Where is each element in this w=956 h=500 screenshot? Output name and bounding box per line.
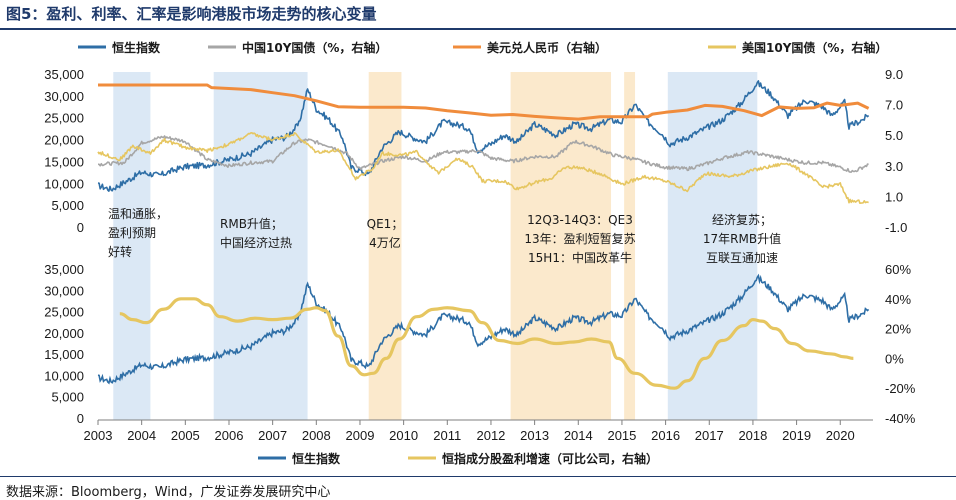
x-tick-label: 2012 bbox=[476, 428, 505, 443]
legend-label-0: 恒生指数 bbox=[292, 451, 341, 466]
x-tick-label: 2015 bbox=[607, 428, 636, 443]
series-bottom-hsi bbox=[97, 273, 870, 385]
y-left-tick-label-top: 35,000 bbox=[44, 67, 84, 82]
title-rule bbox=[0, 28, 956, 30]
x-tick-label: 2005 bbox=[171, 428, 200, 443]
legend-label-0: 恒生指数 bbox=[112, 40, 161, 55]
annotation-4-line-1: 17年RMB升值 bbox=[703, 231, 781, 246]
source-note: 数据来源：Bloomberg，Wind，广发证券发展研究中心 bbox=[6, 485, 331, 500]
shaded-period-2 bbox=[368, 72, 402, 420]
x-tick-label: 2011 bbox=[433, 428, 461, 443]
x-tick-label: 2018 bbox=[738, 428, 767, 443]
shaded-period-4 bbox=[624, 72, 636, 420]
x-tick-label: 2003 bbox=[84, 428, 113, 443]
series-top-3 bbox=[97, 132, 869, 204]
annotation-2-line-0: QE1； bbox=[367, 217, 404, 231]
y-right-tick-label-top: 1.0 bbox=[885, 189, 903, 204]
x-tick-label: 2006 bbox=[215, 428, 244, 443]
y-right-tick-label-top: 9.0 bbox=[885, 67, 903, 82]
y-right-tick-label-bottom: -20% bbox=[885, 381, 916, 396]
axes-frame bbox=[97, 419, 873, 425]
tick-labels: 2003 2004 2005 2006 2007 2008 2009 2010 2011 2012… bbox=[44, 67, 916, 443]
y-left-tick-label-top: 30,000 bbox=[44, 89, 84, 104]
y-right-tick-label-top: 5.0 bbox=[885, 128, 903, 143]
y-right-tick-label-bottom: 40% bbox=[885, 292, 911, 307]
y-right-tick-label-bottom: 20% bbox=[885, 322, 911, 337]
shaded-period-1 bbox=[213, 72, 308, 420]
series-top-2 bbox=[98, 83, 870, 121]
legend-label-1: 中国10Y国债（%，右轴） bbox=[242, 40, 387, 55]
y-left-tick-label-top: 5,000 bbox=[51, 198, 84, 213]
annotation-1-line-1: 中国经济过热 bbox=[220, 235, 292, 250]
y-left-tick-label-top: 25,000 bbox=[44, 111, 84, 126]
legend-bottom: 恒生指数 恒指成分股盈利增速（可比公司，右轴） bbox=[258, 451, 658, 466]
y-right-tick-label-bottom: 0% bbox=[885, 351, 904, 366]
y-right-tick-label-bottom: -40% bbox=[885, 411, 916, 426]
y-left-tick-label-bottom: 30,000 bbox=[44, 283, 84, 298]
legend-top: 恒生指数 中国10Y国债（%，右轴） 美元兑人民币（右轴） 美国10Y国债（%，右轴） bbox=[78, 40, 887, 55]
shaded-period-0 bbox=[113, 72, 151, 420]
legend-label-2: 美元兑人民币（右轴） bbox=[487, 40, 607, 55]
y-right-tick-label-bottom: 60% bbox=[885, 262, 911, 277]
y-left-tick-label-top: 0 bbox=[77, 220, 84, 235]
figure-title: 图5：盈利、利率、汇率是影响港股市场走势的核心变量 bbox=[6, 5, 377, 23]
annotation-0-line-2: 好转 bbox=[108, 244, 132, 259]
annotation-0-line-0: 温和通胀， bbox=[108, 207, 168, 221]
series-top-1 bbox=[98, 135, 869, 173]
x-tick-label: 2014 bbox=[564, 428, 593, 443]
y-left-tick-label-bottom: 0 bbox=[77, 411, 84, 426]
x-tick-label: 2009 bbox=[346, 428, 375, 443]
shaded-period-3 bbox=[510, 72, 612, 420]
annotation-1-line-0: RMB升值； bbox=[220, 216, 283, 231]
footer-rule bbox=[0, 476, 956, 477]
y-left-tick-label-top: 20,000 bbox=[44, 133, 84, 148]
annotation-3-line-1: 13年：盈利短暂复苏 bbox=[524, 232, 635, 246]
series-layer bbox=[97, 80, 870, 390]
y-left-tick-label-bottom: 35,000 bbox=[44, 262, 84, 277]
y-left-tick-label-bottom: 20,000 bbox=[44, 326, 84, 341]
shaded-period-5 bbox=[667, 72, 758, 420]
annotation-0-line-1: 盈利预期 bbox=[108, 226, 156, 240]
annotation-3-line-0: 12Q3-14Q3：QE3 bbox=[527, 213, 633, 227]
x-tick-label: 2019 bbox=[782, 428, 811, 443]
y-left-tick-label-bottom: 10,000 bbox=[44, 368, 84, 383]
x-tick-label: 2017 bbox=[695, 428, 724, 443]
annotation-2-line-1: 4万亿 bbox=[369, 235, 401, 250]
x-tick-label: 2007 bbox=[258, 428, 287, 443]
x-tick-label: 2008 bbox=[302, 428, 331, 443]
y-right-tick-label-top: 7.0 bbox=[885, 98, 903, 113]
x-tick-label: 2020 bbox=[826, 428, 855, 443]
x-tick-label: 2010 bbox=[389, 428, 418, 443]
x-tick-label: 2013 bbox=[520, 428, 549, 443]
legend-label-3: 美国10Y国债（%，右轴） bbox=[742, 40, 887, 55]
annotation-4-line-2: 互联互通加速 bbox=[706, 251, 778, 265]
x-tick-label: 2004 bbox=[127, 428, 156, 443]
annotation-3-line-2: 15H1：中国改革牛 bbox=[528, 250, 632, 265]
annotation-4-line-0: 经济复苏； bbox=[712, 212, 772, 227]
y-left-tick-label-bottom: 25,000 bbox=[44, 305, 84, 320]
y-left-tick-label-top: 15,000 bbox=[44, 154, 84, 169]
y-right-tick-label-top: 3.0 bbox=[885, 159, 903, 174]
shaded-periods bbox=[113, 72, 758, 420]
x-tick-label: 2016 bbox=[651, 428, 680, 443]
y-left-tick-label-bottom: 5,000 bbox=[51, 390, 84, 405]
y-right-tick-label-top: -1.0 bbox=[885, 220, 907, 235]
y-left-tick-label-top: 10,000 bbox=[44, 176, 84, 191]
legend-label-1: 恒指成分股盈利增速（可比公司，右轴） bbox=[442, 451, 658, 466]
series-top-0 bbox=[97, 80, 870, 192]
series-bottom-earnings bbox=[119, 297, 854, 390]
y-left-tick-label-bottom: 15,000 bbox=[44, 347, 84, 362]
